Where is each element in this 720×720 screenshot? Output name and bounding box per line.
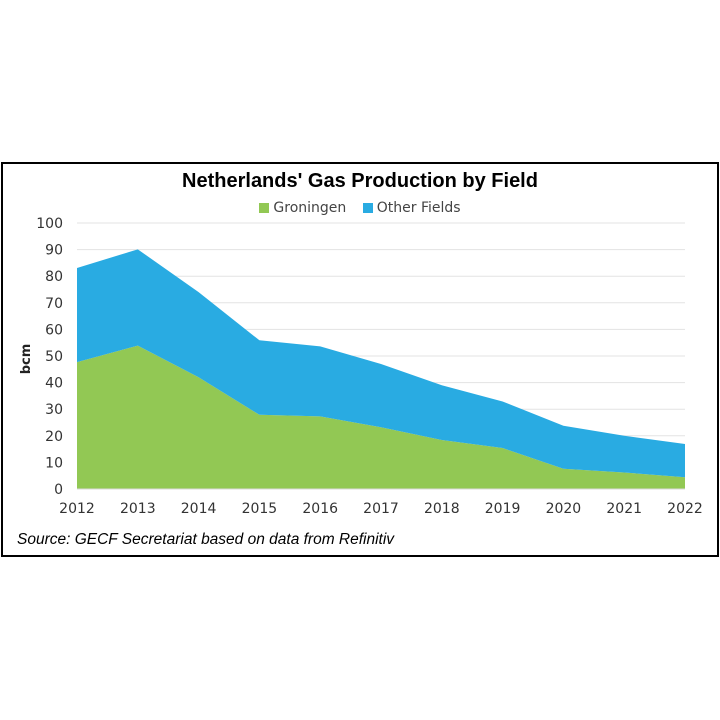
y-tick-label: 30 [45, 402, 63, 418]
y-tick-label: 60 [45, 322, 63, 338]
x-tick-label: 2015 [242, 501, 278, 517]
x-tick-label: 2020 [546, 501, 582, 517]
y-axis-label: bcm [19, 344, 34, 375]
legend-label-groningen: Groningen [273, 200, 347, 216]
legend: Groningen Other Fields [3, 200, 717, 217]
legend-item-other-fields: Other Fields [362, 200, 461, 216]
x-tick-label: 2014 [181, 501, 217, 517]
x-tick-label: 2021 [606, 501, 642, 517]
y-tick-label: 70 [45, 296, 63, 312]
y-tick-label: 100 [36, 216, 63, 232]
y-tick-label: 90 [45, 243, 63, 259]
x-tick-label: 2013 [120, 501, 156, 517]
plot-area: 0 10 20 30 40 50 60 70 80 90 100 2012 2013 2014 2015 2… [19, 216, 703, 517]
legend-label-other-fields: Other Fields [376, 200, 461, 216]
y-tick-label: 80 [45, 269, 63, 285]
chart-title: Netherlands' Gas Production by Field [182, 170, 538, 192]
y-tick-label: 10 [45, 455, 63, 471]
x-tick-label: 2012 [59, 501, 95, 517]
legend-item-groningen: Groningen [259, 200, 346, 216]
x-tick-label: 2018 [424, 501, 460, 517]
y-tick-label: 50 [45, 349, 63, 365]
source-note: Source: GECF Secretariat based on data f… [17, 531, 395, 548]
x-tick-label: 2022 [667, 501, 703, 517]
x-tick-label: 2019 [485, 501, 521, 517]
y-tick-label: 0 [54, 482, 63, 498]
x-tick-label: 2016 [302, 501, 338, 517]
legend-swatch-groningen [259, 203, 270, 213]
y-tick-label: 20 [45, 429, 63, 445]
chart-frame: Netherlands' Gas Production by Field Gro… [1, 162, 719, 557]
y-tick-label: 40 [45, 376, 63, 392]
area-groningen [77, 345, 685, 489]
area-other-fields [77, 249, 685, 478]
x-tick-label: 2017 [363, 501, 399, 517]
legend-swatch-other-fields [362, 203, 373, 213]
